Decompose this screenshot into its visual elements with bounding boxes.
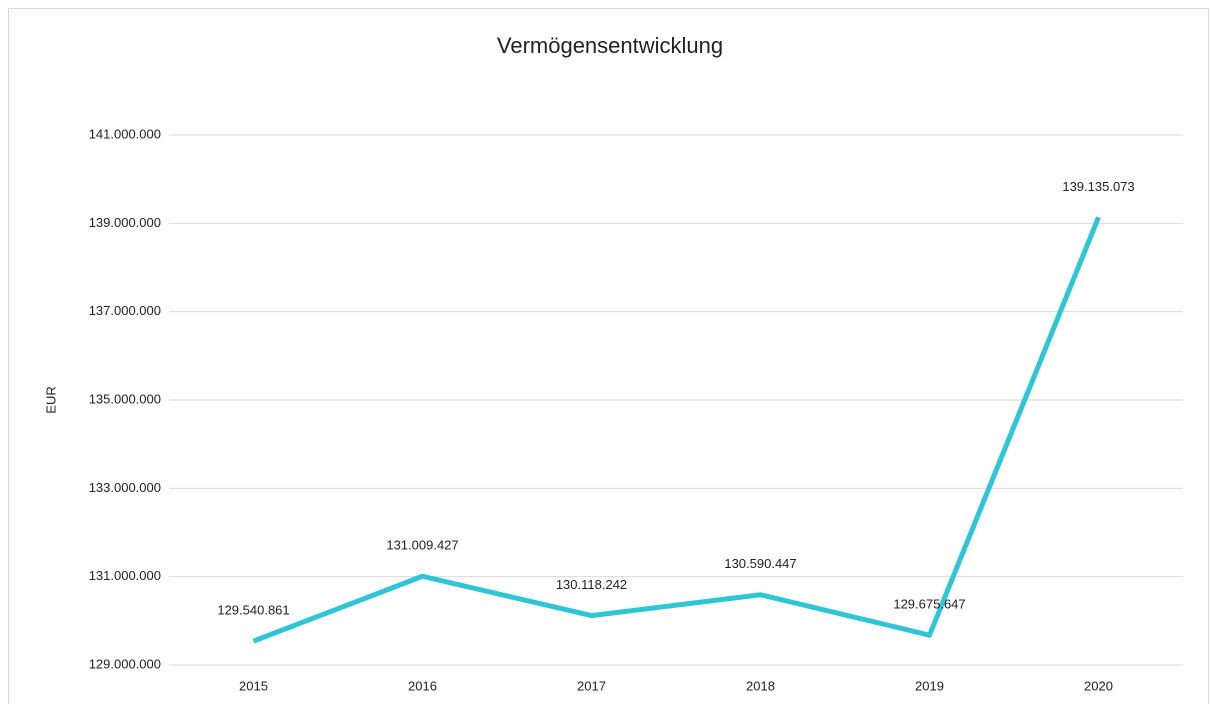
y-axis-label: EUR (43, 386, 58, 413)
x-tick-label: 2019 (915, 678, 944, 693)
data-label: 129.540.861 (217, 603, 289, 618)
y-tick-label: 133.000.000 (89, 480, 161, 495)
data-label: 130.118.242 (556, 577, 627, 592)
y-tick-label: 131.000.000 (89, 568, 161, 583)
data-label: 139.135.073 (1062, 179, 1134, 194)
chart-title: Vermögensentwicklung (497, 33, 723, 58)
chart-frame (8, 8, 1209, 704)
data-label: 129.675.647 (893, 597, 965, 612)
data-line (252, 216, 1101, 644)
x-tick-label: 2018 (746, 678, 775, 693)
x-tick-label: 2017 (577, 678, 606, 693)
x-tick-label: 2020 (1084, 678, 1113, 693)
x-tick-label: 2015 (239, 678, 268, 693)
y-tick-label: 141.000.000 (89, 126, 161, 141)
y-tick-label: 129.000.000 (89, 656, 161, 671)
data-label: 130.590.447 (724, 556, 796, 571)
data-label: 131.009.427 (386, 538, 458, 553)
y-tick-label: 137.000.000 (89, 303, 161, 318)
y-tick-label: 135.000.000 (89, 391, 161, 406)
y-tick-label: 139.000.000 (89, 215, 161, 230)
x-tick-label: 2016 (408, 678, 437, 693)
